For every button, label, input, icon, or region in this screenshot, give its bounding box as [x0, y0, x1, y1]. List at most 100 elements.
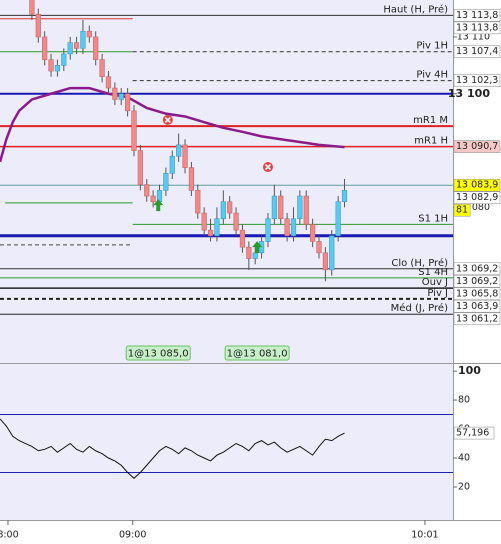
y-tick-label: 13 100 [448, 87, 490, 100]
candle-body [220, 201, 226, 220]
candle-body [182, 144, 188, 168]
candle-body [42, 36, 48, 60]
sell-signal-cross [264, 163, 272, 171]
price-label: 13 065,8 [456, 288, 498, 299]
price-label-box [453, 140, 501, 153]
value-label-box [453, 426, 495, 440]
price-label: 13 069,2 [456, 276, 498, 287]
candle-body [169, 155, 175, 174]
candle-body [144, 184, 150, 197]
x-tick-label: 8:00 [0, 530, 19, 541]
price-label: 13 102,3 [456, 75, 498, 86]
candle-body [233, 212, 239, 231]
candle-body [150, 195, 156, 203]
candle-body [35, 13, 41, 38]
trade-label: 1@13 081,0 [227, 349, 288, 360]
candle-body [310, 224, 316, 242]
price-label-box [453, 178, 501, 192]
y-tick-label: 100 [458, 364, 481, 377]
price-label: 13 061,2 [456, 313, 498, 324]
trade-box [125, 345, 191, 361]
price-label-box [453, 191, 501, 205]
candle-body [246, 246, 252, 259]
level-label: mR1 M [413, 115, 448, 126]
candle-body [322, 252, 328, 271]
level-label: S1 1H [418, 213, 448, 224]
candle-body [290, 218, 297, 237]
level-label: S1 4H [418, 267, 448, 278]
price-label-box [453, 274, 501, 288]
price-label-box [453, 9, 501, 22]
price-label-box [453, 299, 501, 313]
level-label: Ouv J [422, 277, 448, 288]
price-label: 13 069,2 [456, 263, 498, 274]
price-label: 13 083,9 [456, 180, 498, 191]
price-label: 13 107,4 [456, 46, 498, 57]
candle-body [214, 218, 220, 237]
candle-body [271, 195, 277, 220]
value-label: 57,196 [456, 428, 489, 439]
candle-body [73, 42, 80, 49]
candle-body [54, 65, 61, 72]
price-label: 13 090,7 [456, 141, 498, 152]
candle-body [99, 59, 105, 78]
candle-body [227, 201, 233, 214]
oscillator-line [0, 418, 345, 479]
candle-body [239, 229, 246, 248]
candle-body [316, 241, 322, 254]
candle-body [105, 76, 112, 89]
y-tick-label: 40 [458, 453, 470, 464]
level-label: mR1 H [414, 136, 448, 147]
y-tick-label: 080 [472, 202, 490, 213]
candle-body [163, 172, 169, 191]
sell-signal-cross [164, 116, 171, 123]
price-overlay: 1@13 085,0 1@13 081,0 [125, 345, 290, 361]
price-label: 13 113,8 [456, 10, 498, 21]
candle-body [112, 87, 118, 100]
price-label: 13 113,8 [456, 22, 498, 33]
candle-body [303, 195, 309, 225]
price-panel [0, 0, 453, 363]
candle-body [188, 167, 195, 191]
price-label-box [453, 21, 501, 35]
y-tick-label: 13 110 [457, 31, 490, 42]
candle-body [258, 241, 265, 254]
candle-body [341, 190, 348, 203]
oscillator-plot [0, 414, 453, 479]
candle-body [284, 218, 290, 237]
price-plot: Haut (H, Pré) Piv 1H Piv 4H mR1 M mR1 H S1 1H… [0, 0, 453, 315]
level-label: Méd (J, Pré) [391, 302, 448, 314]
price-label: 13 082,9 [456, 192, 498, 203]
price-label-box [453, 45, 501, 59]
y-tick-label: 80 [458, 395, 470, 406]
candle-body [118, 93, 124, 100]
candle-body [201, 212, 207, 231]
candle-body [278, 195, 284, 220]
price-label-box [453, 203, 471, 217]
candle-body [195, 190, 201, 214]
candle-body [80, 30, 86, 49]
x-tick-label: 09:00 [119, 530, 146, 541]
level-label: Piv 4H [416, 70, 448, 81]
candle-body [125, 93, 131, 112]
candle-body [61, 53, 67, 66]
level-label: Clo (H, Pré) [391, 257, 448, 269]
buy-signal [153, 199, 164, 212]
candle-body [297, 195, 303, 220]
candle-body [131, 110, 137, 151]
axes: 13 110 13 100 080 13 113,813 113,8 13 107,4 1… [0, 9, 501, 541]
price-label-box [453, 74, 501, 87]
candle-body [329, 235, 335, 271]
candle-body [86, 30, 92, 38]
price-label-box [453, 312, 501, 326]
candle-body [29, 0, 35, 15]
candle-body [207, 229, 214, 237]
candle-body [265, 218, 271, 242]
moving-average [0, 86, 345, 163]
price-label: 81 [456, 205, 468, 216]
level-label: Piv J [427, 288, 448, 299]
trade-box [224, 345, 290, 361]
candle-body [67, 42, 73, 55]
candle-body [48, 59, 54, 72]
